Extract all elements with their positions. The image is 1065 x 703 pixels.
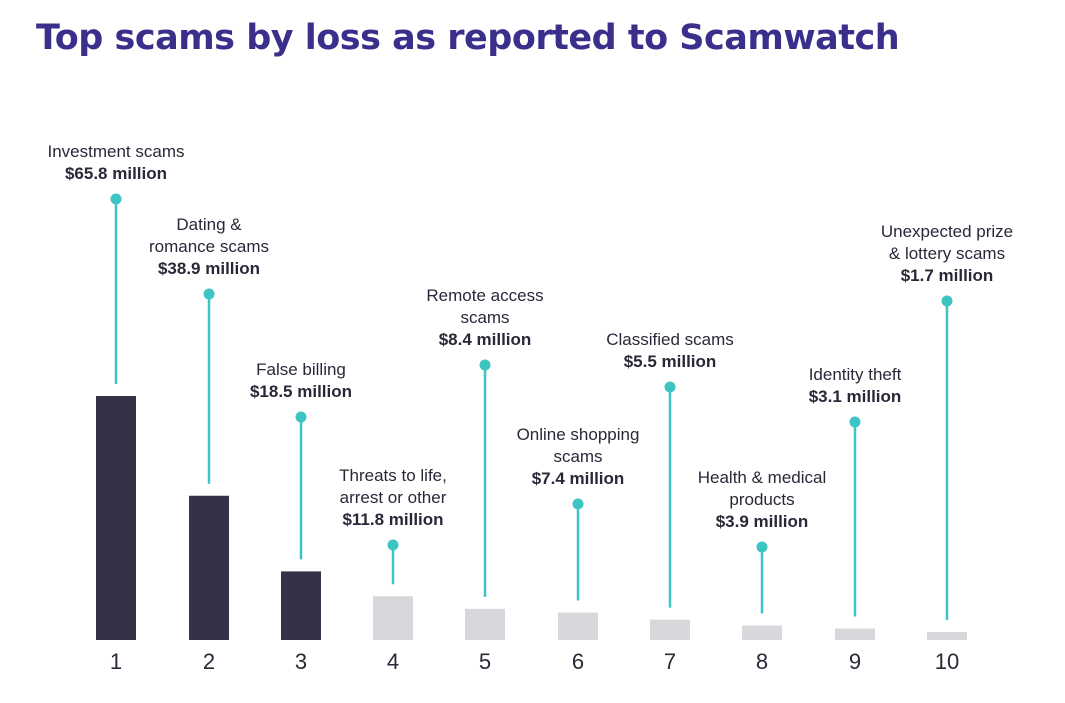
category-label-6-line-1: Online shopping	[517, 425, 640, 444]
bar-group-3: False billing $18.5 million 3	[250, 360, 352, 674]
category-label-4-line-1: Threats to life,	[339, 466, 447, 485]
category-label-10-line-2: & lottery scams	[889, 244, 1005, 263]
bar-8	[742, 625, 782, 640]
bar-7	[650, 619, 690, 640]
category-label-8-line-2: products	[729, 490, 794, 509]
value-label-4: $11.8 million	[342, 510, 443, 529]
pin-dot-9	[849, 416, 861, 428]
pin-dot-10	[941, 295, 953, 307]
rank-label-10: 10	[935, 649, 959, 674]
category-label-10-line-1: Unexpected prize	[881, 222, 1013, 241]
bar-2	[189, 495, 229, 640]
pin-dot-8	[756, 541, 768, 553]
bar-1	[96, 396, 136, 640]
rank-label-1: 1	[110, 649, 122, 674]
category-label-2-line-1: Dating &	[176, 215, 242, 234]
category-label-9-line-1: Identity theft	[809, 365, 902, 384]
pin-dot-3	[295, 411, 307, 423]
bar-4	[373, 596, 413, 640]
category-label-5-line-1: Remote access	[426, 286, 543, 305]
category-label-8-line-1: Health & medical	[698, 468, 827, 487]
bar-group-6: Online shopping scams $7.4 million 6	[517, 425, 640, 674]
bar-group-2: Dating & romance scams $38.9 million 2	[149, 215, 269, 674]
category-label-4-line-2: arrest or other	[340, 488, 447, 507]
rank-label-8: 8	[756, 649, 768, 674]
bar-group-4: Threats to life, arrest or other $11.8 mil…	[339, 466, 447, 674]
category-label-2-line-2: romance scams	[149, 237, 269, 256]
rank-label-9: 9	[849, 649, 861, 674]
pin-dot-2	[203, 288, 215, 300]
rank-label-6: 6	[572, 649, 584, 674]
chart-title: Top scams by loss as reported to Scamwat…	[36, 18, 900, 58]
bar-3	[281, 571, 321, 640]
value-label-5: $8.4 million	[439, 330, 532, 349]
pin-dot-4	[387, 539, 399, 551]
bar-group-9: Identity theft $3.1 million 9	[809, 365, 902, 674]
value-label-8: $3.9 million	[716, 512, 809, 531]
bar-group-10: Unexpected prize & lottery scams $1.7 mill…	[881, 222, 1013, 674]
value-label-6: $7.4 million	[532, 469, 625, 488]
category-label-1-line-1: Investment scams	[48, 142, 185, 161]
value-label-2: $38.9 million	[158, 259, 260, 278]
bar-10	[927, 632, 967, 640]
bar-group-1: Investment scams $65.8 million 1	[48, 142, 185, 674]
bar-group-8: Health & medical products $3.9 million 8	[698, 468, 827, 674]
value-label-9: $3.1 million	[809, 387, 902, 406]
value-label-3: $18.5 million	[250, 382, 352, 401]
category-label-5-line-2: scams	[460, 308, 509, 327]
value-label-10: $1.7 million	[901, 266, 994, 285]
bar-5	[465, 608, 505, 640]
rank-label-5: 5	[479, 649, 491, 674]
category-label-3-line-1: False billing	[256, 360, 346, 379]
category-label-7-line-1: Classified scams	[606, 330, 734, 349]
bar-9	[835, 628, 875, 640]
pin-dot-7	[664, 381, 676, 393]
pin-dot-1	[110, 193, 122, 205]
rank-label-3: 3	[295, 649, 307, 674]
value-label-7: $5.5 million	[624, 352, 717, 371]
pin-dot-6	[572, 498, 584, 510]
rank-label-4: 4	[387, 649, 399, 674]
bar-group-5: Remote access scams $8.4 million 5	[426, 286, 543, 674]
bar-group-7: Classified scams $5.5 million 7	[606, 330, 734, 674]
rank-label-7: 7	[664, 649, 676, 674]
value-label-1: $65.8 million	[65, 164, 167, 183]
category-label-6-line-2: scams	[553, 447, 602, 466]
pin-dot-5	[479, 359, 491, 371]
rank-label-2: 2	[203, 649, 215, 674]
bar-6	[558, 612, 598, 640]
